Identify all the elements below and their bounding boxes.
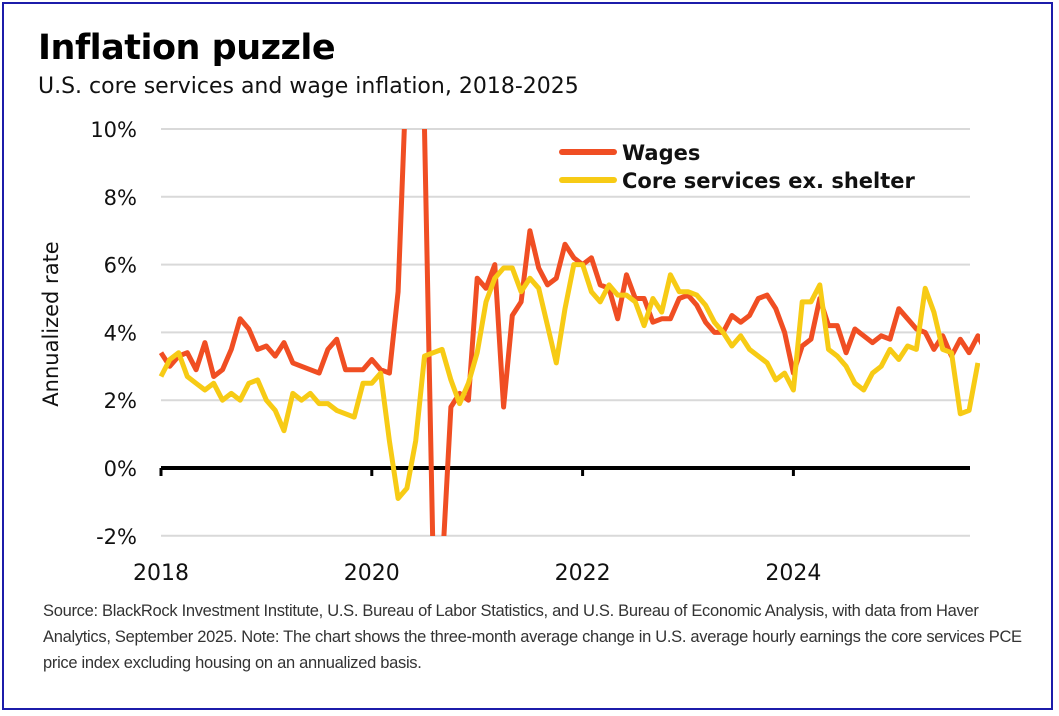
y-tick-label: 6%: [104, 254, 137, 278]
legend-label-wages: Wages: [622, 141, 700, 165]
series-line-wages: [158, 129, 980, 536]
x-tick-label: 2024: [765, 561, 821, 586]
x-tick-label: 2022: [555, 561, 611, 586]
source-footnote: Source: BlackRock Investment Institute, …: [43, 602, 1022, 672]
y-tick-label: -2%: [96, 525, 137, 549]
y-tick-label: 10%: [90, 118, 137, 142]
y-tick-label: 0%: [104, 457, 137, 481]
chart-subtitle: U.S. core services and wage inflation, 2…: [38, 74, 579, 99]
legend-label-core-services: Core services ex. shelter: [622, 169, 915, 193]
y-tick-label: 8%: [104, 186, 137, 210]
y-axis-ticks: 10% 8% 6% 4% 2% 0% -2%: [90, 118, 137, 549]
x-axis: 2018 2020 2022 2024: [133, 466, 970, 586]
y-tick-label: 4%: [104, 321, 137, 345]
line-chart: 10% 8% 6% 4% 2% 0% -2% 2018 2020 2022 2024 Annual…: [39, 118, 980, 586]
legend: Wages Core services ex. shelter: [559, 141, 915, 193]
chart-title: Inflation puzzle: [38, 28, 336, 68]
x-tick-label: 2018: [133, 561, 189, 586]
x-tick-label: 2020: [344, 561, 400, 586]
series-group: [158, 129, 980, 536]
y-tick-label: 2%: [104, 389, 137, 413]
gridlines: [161, 128, 970, 537]
series-line-core-services: [158, 262, 980, 501]
y-axis-label: Annualized rate: [39, 241, 63, 406]
